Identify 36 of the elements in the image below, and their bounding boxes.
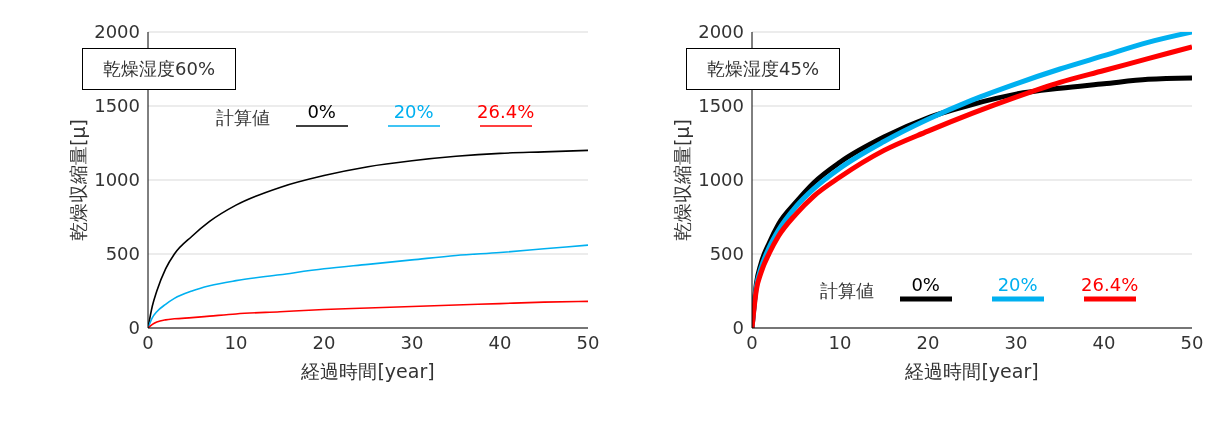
y-tick-label: 1500 bbox=[698, 95, 744, 117]
x-tick-label: 10 bbox=[224, 331, 248, 353]
x-tick-label: 30 bbox=[400, 331, 424, 353]
legend-title: 計算値 bbox=[819, 279, 874, 304]
x-tick-label: 0 bbox=[142, 331, 154, 353]
text: 20% bbox=[393, 101, 434, 123]
text: 26.4% bbox=[477, 101, 535, 123]
text: 26.4% bbox=[1081, 274, 1139, 296]
x-tick-label: 50 bbox=[1180, 331, 1204, 353]
text: 乾燥湿度60% bbox=[82, 48, 237, 90]
x-axis-title: 経過時間[year] bbox=[300, 360, 435, 382]
y-tick-label: 2000 bbox=[94, 21, 140, 43]
x-tick-label: 50 bbox=[576, 331, 600, 353]
text: 20% bbox=[997, 274, 1038, 296]
x-tick-label: 20 bbox=[916, 331, 940, 353]
y-tick-label: 500 bbox=[709, 243, 744, 265]
y-tick-label: 500 bbox=[105, 243, 140, 265]
legend-title: 計算値 bbox=[215, 106, 270, 131]
y-tick-label: 1000 bbox=[698, 169, 744, 191]
x-tick-label: 30 bbox=[1004, 331, 1028, 353]
x-axis-title: 経過時間[year] bbox=[904, 360, 1039, 382]
y-axis-title: 乾燥収縮量[μ] bbox=[66, 119, 89, 241]
text: 0% bbox=[307, 101, 336, 123]
y-tick-label: 0 bbox=[128, 317, 140, 339]
y-tick-label: 1000 bbox=[94, 169, 140, 191]
y-tick-label: 2000 bbox=[698, 21, 744, 43]
x-tick-label: 10 bbox=[828, 331, 852, 353]
y-tick-label: 1500 bbox=[94, 95, 140, 117]
text: 0% bbox=[911, 274, 940, 296]
x-tick-label: 0 bbox=[746, 331, 758, 353]
x-tick-label: 20 bbox=[312, 331, 336, 353]
y-tick-label: 0 bbox=[732, 317, 744, 339]
x-tick-label: 40 bbox=[1092, 331, 1116, 353]
y-axis-title: 乾燥収縮量[μ] bbox=[670, 119, 693, 241]
text: 乾燥湿度45% bbox=[686, 48, 841, 90]
x-tick-label: 40 bbox=[488, 331, 512, 353]
